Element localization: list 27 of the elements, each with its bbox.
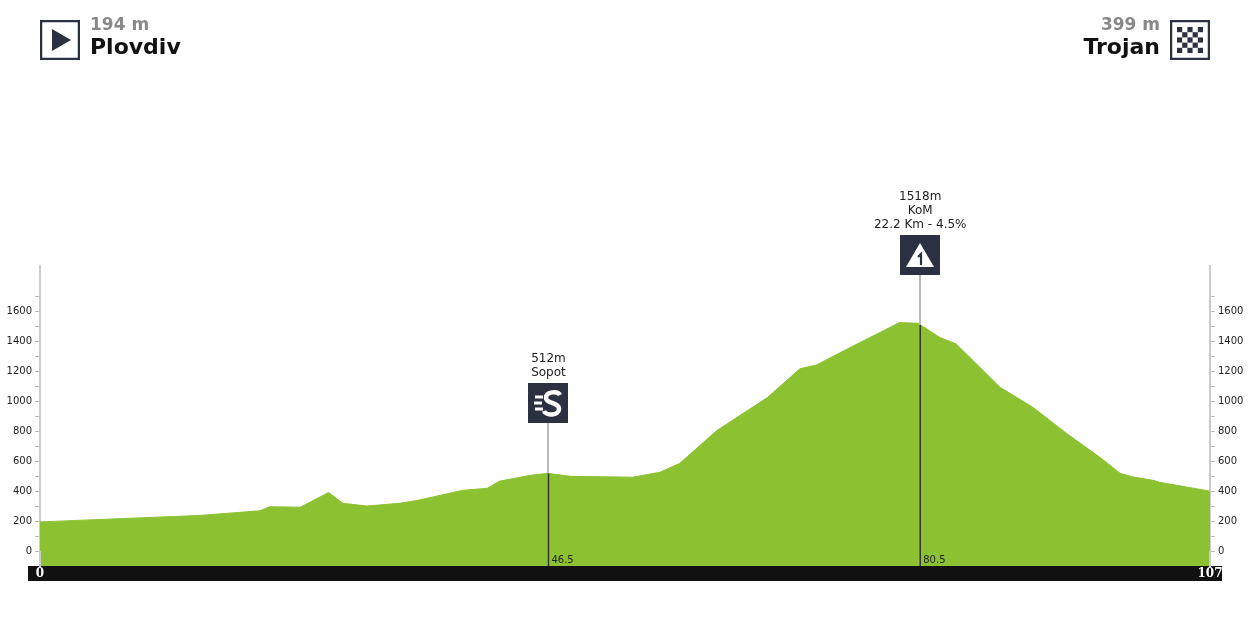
x-tick-label: 107 <box>1197 566 1223 581</box>
y2-tick-label: 400 <box>1218 484 1238 496</box>
text: Trojan <box>1083 34 1160 59</box>
y-tick-label: 400 <box>12 484 32 496</box>
text: 1518m KoM 22.2 Km - 4.5% <box>873 188 967 231</box>
y2-tick-label: 1400 <box>1218 334 1244 346</box>
text: 399 m <box>1099 14 1160 34</box>
y2-tick-label: 1200 <box>1218 364 1244 376</box>
text: Plovdiv <box>90 34 181 59</box>
y-tick-label: 1400 <box>6 334 32 346</box>
y2-tick-label: 200 <box>1218 514 1238 526</box>
y-tick-label: 1200 <box>6 364 32 376</box>
y-tick-label: 1600 <box>6 304 32 316</box>
y-tick-label: 1000 <box>6 394 32 406</box>
ref-line-label: 46.5 <box>551 553 574 565</box>
y-tick-label: 0 <box>25 544 32 556</box>
y2-tick-label: 1600 <box>1218 304 1244 316</box>
y2-tick-label: 0 <box>1218 544 1225 556</box>
annotation: 512m Sopot <box>531 351 566 380</box>
ref-line-label: 80.5 <box>923 553 946 565</box>
y-tick-label: 800 <box>12 424 32 436</box>
y2-tick-label: 1000 <box>1218 394 1244 406</box>
y2-tick-label: 600 <box>1218 454 1238 466</box>
y-tick-label: 200 <box>12 514 32 526</box>
y-tick-label: 600 <box>12 454 32 466</box>
text: 194 m <box>90 14 151 34</box>
y2-tick-label: 800 <box>1218 424 1238 436</box>
